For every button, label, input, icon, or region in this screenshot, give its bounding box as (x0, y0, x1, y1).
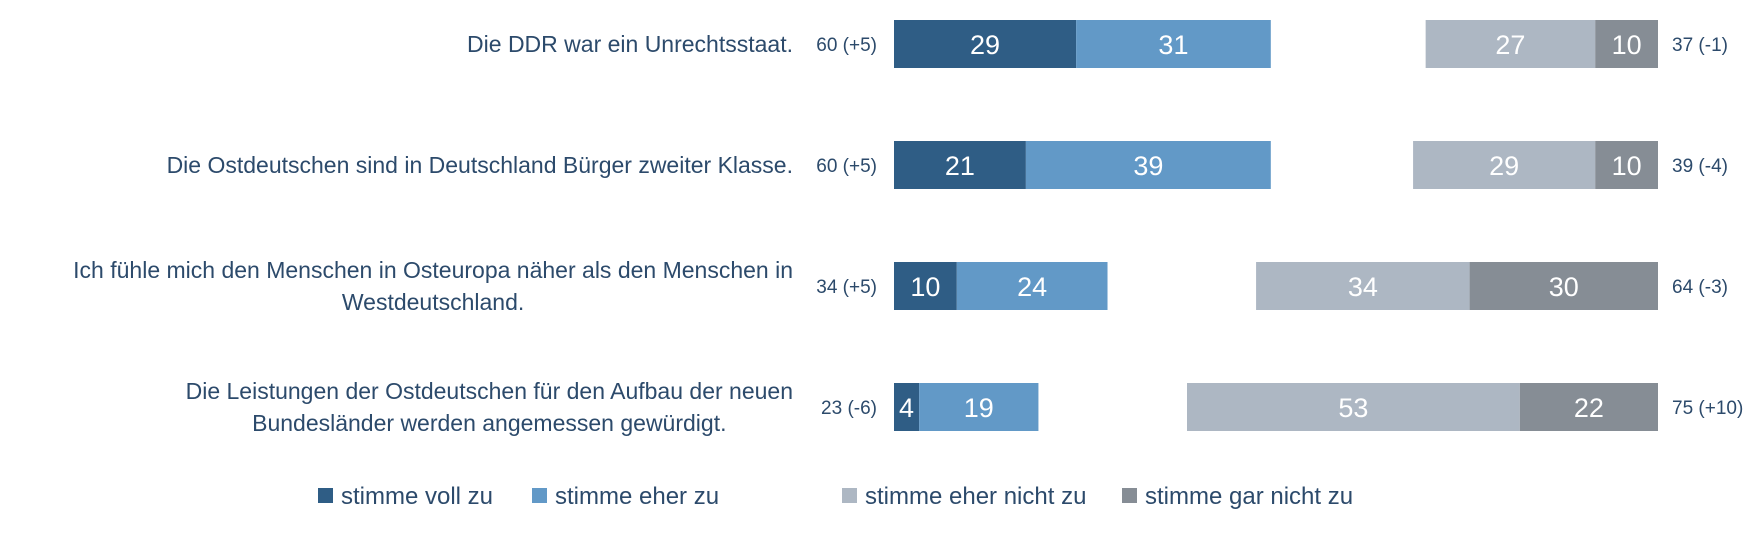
legend-swatch (318, 488, 333, 503)
bar-row: Ich fühle mich den Menschen in Osteuropa… (73, 257, 1728, 315)
bar-segment (1025, 141, 1271, 189)
legend-swatch (842, 488, 857, 503)
data-label: 29 (970, 30, 1000, 60)
bar-segment (1595, 141, 1658, 189)
legend-label: stimme eher zu (555, 483, 719, 510)
data-label: 4 (899, 393, 914, 423)
bar-segment (1469, 262, 1658, 310)
legend-item: stimme eher zu (532, 483, 719, 510)
legend-item: stimme gar nicht zu (1122, 483, 1353, 510)
data-label: 19 (964, 393, 994, 423)
legend: stimme voll zu stimme eher zu stimme eher … (318, 483, 1353, 510)
bar-segment (1187, 383, 1520, 431)
legend-label: stimme voll zu (341, 483, 493, 510)
bar-segment (1076, 20, 1271, 68)
data-label: 10 (1612, 30, 1642, 60)
statement-label: Die Ostdeutschen sind in Deutschland Bür… (167, 152, 793, 178)
legend-item: stimme eher nicht zu (842, 483, 1086, 510)
bar-row: Die Ostdeutschen sind in Deutschland Bür… (167, 141, 1728, 189)
data-label: 27 (1495, 30, 1525, 60)
agree-total: 60 (+5) (816, 156, 877, 177)
bar-segment (956, 262, 1108, 310)
data-label: 22 (1574, 393, 1604, 423)
bar-segment (1256, 262, 1470, 310)
agree-total: 60 (+5) (816, 35, 877, 56)
bar-segment (894, 20, 1077, 68)
bar-row: Die Leistungen der Ostdeutschen für den … (186, 378, 1744, 436)
data-label: 10 (1612, 151, 1642, 181)
bar-segment (894, 383, 920, 431)
legend-label: stimme eher nicht zu (865, 483, 1086, 510)
data-label: 21 (945, 151, 975, 181)
bar-segment (919, 383, 1039, 431)
data-label: 10 (910, 272, 940, 302)
bar-segment (1595, 20, 1658, 68)
bar-segment (894, 262, 957, 310)
bar-segment (1519, 383, 1658, 431)
data-label: 31 (1158, 30, 1188, 60)
data-label: 34 (1348, 272, 1378, 302)
disagree-total: 75 (+10) (1672, 398, 1743, 419)
bar-segment (1425, 20, 1596, 68)
bar-row: Die DDR war ein Unrechtsstaat. 60 (+5) 37 … (467, 20, 1728, 68)
legend-swatch (532, 488, 547, 503)
statement-label: Ich fühle mich den Menschen in Osteuropa… (73, 257, 793, 315)
data-label: 30 (1549, 272, 1579, 302)
bar-segment (894, 141, 1026, 189)
disagree-total: 64 (-3) (1672, 277, 1728, 298)
agree-total: 34 (+5) (816, 277, 877, 298)
legend-item: stimme voll zu (318, 483, 493, 510)
agree-total: 23 (-6) (821, 398, 877, 419)
legend-label: stimme gar nicht zu (1145, 483, 1353, 510)
bar-segment (1413, 141, 1596, 189)
statement-label: Die DDR war ein Unrechtsstaat. (467, 31, 793, 57)
disagree-total: 39 (-4) (1672, 156, 1728, 177)
statement-label: Die Leistungen der Ostdeutschen für den … (186, 378, 793, 436)
data-label: 39 (1133, 151, 1163, 181)
disagree-total: 37 (-1) (1672, 35, 1728, 56)
data-label: 53 (1338, 393, 1368, 423)
data-label: 24 (1017, 272, 1047, 302)
legend-swatch (1122, 488, 1137, 503)
data-label: 29 (1489, 151, 1519, 181)
